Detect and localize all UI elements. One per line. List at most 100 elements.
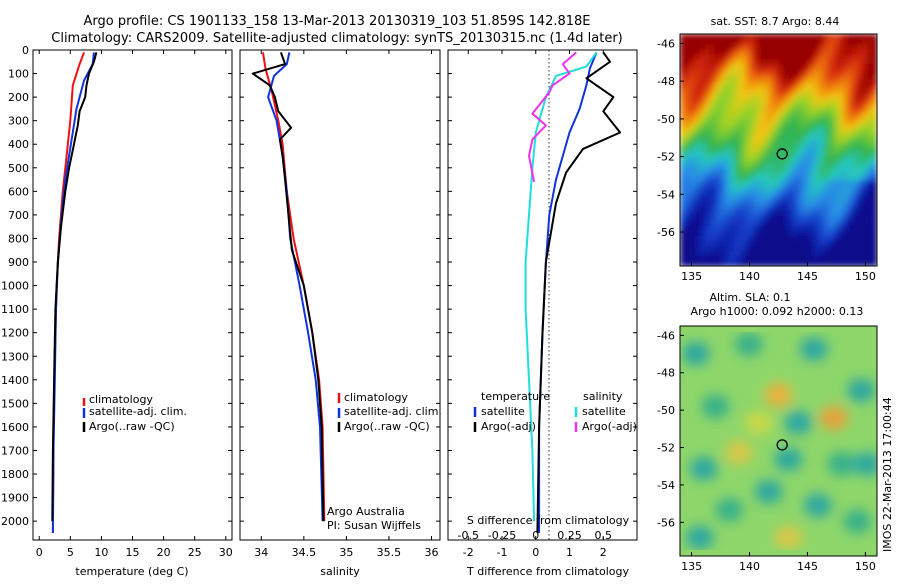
sst-cell — [793, 250, 799, 257]
sst-cell — [763, 139, 770, 146]
sst-cell — [827, 215, 834, 222]
sst-cell — [744, 185, 750, 191]
sst-cell — [832, 134, 839, 141]
sst-cell — [709, 109, 716, 116]
sst-cell — [867, 255, 873, 262]
sst-cell — [729, 185, 735, 191]
sst-cell — [867, 150, 873, 156]
sst-cell — [773, 200, 780, 207]
sst-cell — [689, 235, 696, 242]
sst-cell — [778, 230, 785, 237]
sst-cell — [704, 165, 711, 171]
sst-cell — [827, 195, 834, 202]
sst-cell — [744, 44, 750, 50]
sst-cell — [842, 215, 849, 222]
sst-cell — [763, 144, 770, 151]
sst-cell — [689, 89, 696, 96]
sst-cell — [734, 215, 740, 222]
sst-cell — [694, 220, 701, 227]
sst-cell — [778, 190, 785, 196]
sst-cell — [758, 185, 765, 191]
x-tick-label: 15 — [126, 546, 140, 559]
sst-cell — [857, 180, 863, 186]
sst-cell — [748, 109, 755, 116]
sst-cell — [862, 250, 868, 257]
sst-cell — [867, 94, 873, 101]
sst-cell — [763, 104, 770, 111]
sst-cell — [753, 160, 760, 166]
sst-cell — [704, 89, 711, 96]
sst-cell — [862, 210, 868, 217]
sst-cell — [803, 124, 809, 131]
sst-cell — [867, 134, 873, 141]
sst-cell — [793, 109, 799, 116]
sst-cell — [842, 190, 849, 196]
sst-cell — [793, 44, 799, 50]
sla-feature — [784, 410, 813, 435]
sst-cell — [709, 79, 716, 86]
sst-cell — [822, 170, 829, 176]
sst-cell — [758, 150, 765, 156]
sst-cell — [808, 260, 814, 266]
sst-cell — [857, 34, 863, 40]
sst-cell — [758, 94, 765, 101]
sst-cell — [719, 84, 725, 91]
sst-cell — [867, 74, 873, 80]
sst-cell — [753, 39, 760, 45]
sst-cell — [699, 215, 706, 222]
sst-cell — [827, 34, 834, 40]
sst-cell — [798, 250, 804, 257]
sst-cell — [852, 150, 858, 156]
sst-cell — [778, 170, 785, 176]
sst-cell — [857, 250, 863, 257]
sla-feature — [774, 447, 803, 472]
sst-cell — [773, 190, 780, 196]
sst-cell — [852, 185, 858, 191]
sst-cell — [788, 84, 794, 91]
y-tick-label: 100 — [8, 68, 29, 81]
sst-cell — [689, 39, 696, 45]
sst-cell — [867, 89, 873, 96]
sst-cell — [753, 200, 760, 207]
sst-cell — [803, 44, 809, 50]
sst-cell — [857, 69, 863, 75]
sst-cell — [822, 114, 829, 121]
sst-cell — [758, 54, 765, 60]
sst-cell — [729, 245, 735, 252]
sst-cell — [744, 54, 750, 60]
temperature-xlabel: temperature (deg C) — [75, 565, 188, 578]
sst-cell — [768, 34, 775, 40]
sst-cell — [719, 230, 725, 237]
sst-cell — [808, 119, 814, 126]
sst-cell — [680, 74, 686, 80]
sst-cell — [694, 155, 701, 161]
sst-cell — [817, 144, 824, 151]
sst-cell — [748, 195, 755, 202]
sst-cell — [867, 69, 873, 75]
sst-cell — [744, 245, 750, 252]
sst-cell — [694, 260, 701, 266]
sst-cell — [709, 155, 716, 161]
sst-cell — [768, 175, 775, 181]
sst-cell — [694, 94, 701, 101]
sst-cell — [827, 49, 834, 55]
sst-cell — [827, 129, 834, 136]
sst-cell — [689, 64, 696, 70]
sst-cell — [862, 69, 868, 75]
sst-cell — [812, 200, 819, 207]
sst-cell — [753, 99, 760, 106]
sst-cell — [753, 210, 760, 217]
sst-cell — [778, 89, 785, 96]
sst-cell — [734, 225, 740, 232]
sst-cell — [699, 84, 706, 91]
sst-cell — [768, 200, 775, 207]
sst-cell — [822, 69, 829, 75]
y-tick-label: -46 — [657, 329, 675, 342]
y-tick-label: -52 — [657, 442, 675, 455]
sst-cell — [699, 99, 706, 106]
sst-cell — [788, 114, 794, 121]
sst-cell — [778, 185, 785, 191]
sst-cell — [783, 64, 789, 70]
sst-cell — [734, 74, 740, 80]
imos-timestamp: IMOS 22-Mar-2013 17:00:44 — [881, 397, 894, 552]
